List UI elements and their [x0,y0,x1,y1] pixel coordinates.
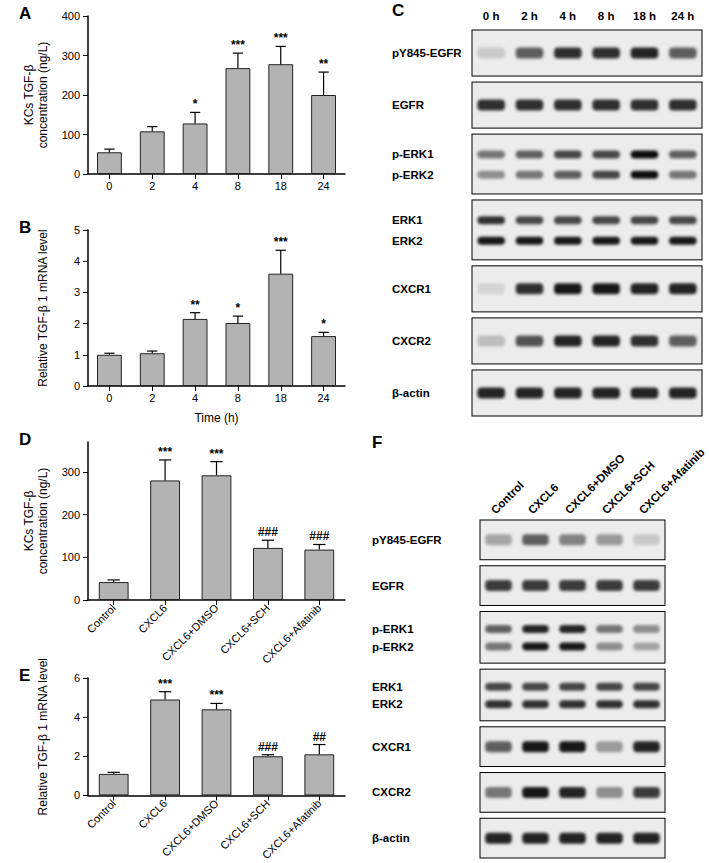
svg-text:100: 100 [62,551,80,563]
svg-text:0: 0 [74,380,80,392]
svg-text:CXCL6+SCH: CXCL6+SCH [600,459,657,516]
svg-text:p-ERK1: p-ERK1 [372,623,414,635]
svg-text:***: *** [209,688,223,702]
svg-text:0 h: 0 h [483,10,500,22]
svg-text:4: 4 [192,180,198,192]
svg-text:CXCL6+SCH: CXCL6+SCH [218,797,273,852]
svg-text:concentration (ng/L): concentration (ng/L) [36,468,50,575]
svg-text:###: ### [258,740,278,754]
svg-text:***: *** [158,677,172,691]
svg-text:CXCL6+DMSO: CXCL6+DMSO [563,452,627,516]
svg-text:24: 24 [317,392,329,404]
svg-text:300: 300 [62,466,80,478]
svg-text:1: 1 [74,349,80,361]
svg-text:0: 0 [74,594,80,606]
svg-text:24: 24 [317,180,329,192]
svg-text:Relative TGF-β 1 mRNA level: Relative TGF-β 1 mRNA level [36,229,50,386]
svg-text:p-ERK2: p-ERK2 [372,641,414,653]
svg-text:##: ## [313,730,327,744]
svg-text:***: *** [209,447,223,461]
svg-text:ERK2: ERK2 [392,235,423,247]
svg-text:6: 6 [74,672,80,684]
svg-text:200: 200 [62,509,80,521]
svg-text:300: 300 [62,50,80,62]
svg-text:CXCR1: CXCR1 [372,741,412,753]
svg-text:Relative TGF-β 1 mRNA level: Relative TGF-β 1 mRNA level [36,658,50,815]
svg-text:4: 4 [74,255,80,267]
svg-text:B: B [19,218,31,237]
svg-text:EGFR: EGFR [372,580,405,592]
svg-text:0: 0 [74,168,80,180]
svg-text:5: 5 [74,224,80,236]
svg-text:4 h: 4 h [560,10,577,22]
svg-text:CXCR2: CXCR2 [392,335,431,347]
svg-text:*: * [236,301,241,315]
svg-text:2: 2 [74,750,80,762]
svg-text:CXCL6+Afatinib: CXCL6+Afatinib [260,602,324,666]
svg-text:concentration (ng/L): concentration (ng/L) [36,42,50,149]
svg-text:8: 8 [235,392,241,404]
svg-text:###: ### [309,529,329,543]
svg-text:8: 8 [235,180,241,192]
svg-text:CXCR1: CXCR1 [392,283,432,295]
svg-text:ERK1: ERK1 [372,681,403,693]
svg-text:pY845-EGFR: pY845-EGFR [392,47,462,59]
svg-text:CXCL6+DMSO: CXCL6+DMSO [159,797,221,859]
svg-text:Time (h): Time (h) [194,411,238,425]
svg-text:2 h: 2 h [521,10,538,22]
svg-text:0: 0 [106,392,112,404]
svg-text:4: 4 [74,711,80,723]
svg-text:p-ERK1: p-ERK1 [392,148,434,160]
svg-text:ERK2: ERK2 [372,698,403,710]
svg-text:2: 2 [149,180,155,192]
svg-text:24 h: 24 h [671,10,694,22]
svg-text:*: * [193,97,198,111]
svg-text:4: 4 [192,392,198,404]
svg-text:18 h: 18 h [633,10,656,22]
svg-text:***: *** [274,31,288,45]
svg-text:CXCR2: CXCR2 [372,786,411,798]
svg-text:β-actin: β-actin [392,387,430,399]
svg-text:100: 100 [62,129,80,141]
svg-text:D: D [19,430,31,449]
svg-text:0: 0 [74,789,80,801]
svg-text:18: 18 [275,392,287,404]
svg-text:Control: Control [84,797,118,831]
svg-text:F: F [372,433,382,452]
svg-text:***: *** [158,445,172,459]
svg-text:400: 400 [62,10,80,22]
svg-text:C: C [392,1,404,20]
svg-text:β-actin: β-actin [372,832,410,844]
svg-text:**: ** [319,57,329,71]
svg-text:KCs TGF-β: KCs TGF-β [22,491,36,552]
svg-text:CXCL6: CXCL6 [526,481,561,516]
svg-text:18: 18 [275,180,287,192]
svg-text:KCs TGF-β: KCs TGF-β [22,65,36,126]
svg-text:EGFR: EGFR [392,99,425,111]
svg-text:CXCL6: CXCL6 [136,602,170,636]
svg-text:p-ERK2: p-ERK2 [392,169,434,181]
svg-text:E: E [19,666,30,685]
svg-text:CXCL6+SCH: CXCL6+SCH [218,602,273,657]
svg-text:Control: Control [489,479,526,516]
svg-text:0: 0 [106,180,112,192]
svg-text:**: ** [190,298,200,312]
svg-text:###: ### [258,525,278,539]
svg-text:A: A [19,4,31,23]
svg-text:CXCL6: CXCL6 [136,797,170,831]
svg-text:CXCL6+DMSO: CXCL6+DMSO [159,601,221,663]
svg-text:200: 200 [62,89,80,101]
svg-text:*: * [321,317,326,331]
svg-text:pY845-EGFR: pY845-EGFR [372,534,442,546]
svg-text:2: 2 [74,318,80,330]
svg-text:***: *** [274,235,288,249]
svg-text:Control: Control [84,602,118,636]
svg-text:8 h: 8 h [598,10,615,22]
svg-text:***: *** [231,38,245,52]
svg-text:2: 2 [149,392,155,404]
svg-text:CXCL6+Afatinib: CXCL6+Afatinib [260,797,324,861]
svg-text:3: 3 [74,286,80,298]
svg-text:ERK1: ERK1 [392,214,423,226]
svg-text:CXCL6+Afatinib: CXCL6+Afatinib [637,446,707,516]
